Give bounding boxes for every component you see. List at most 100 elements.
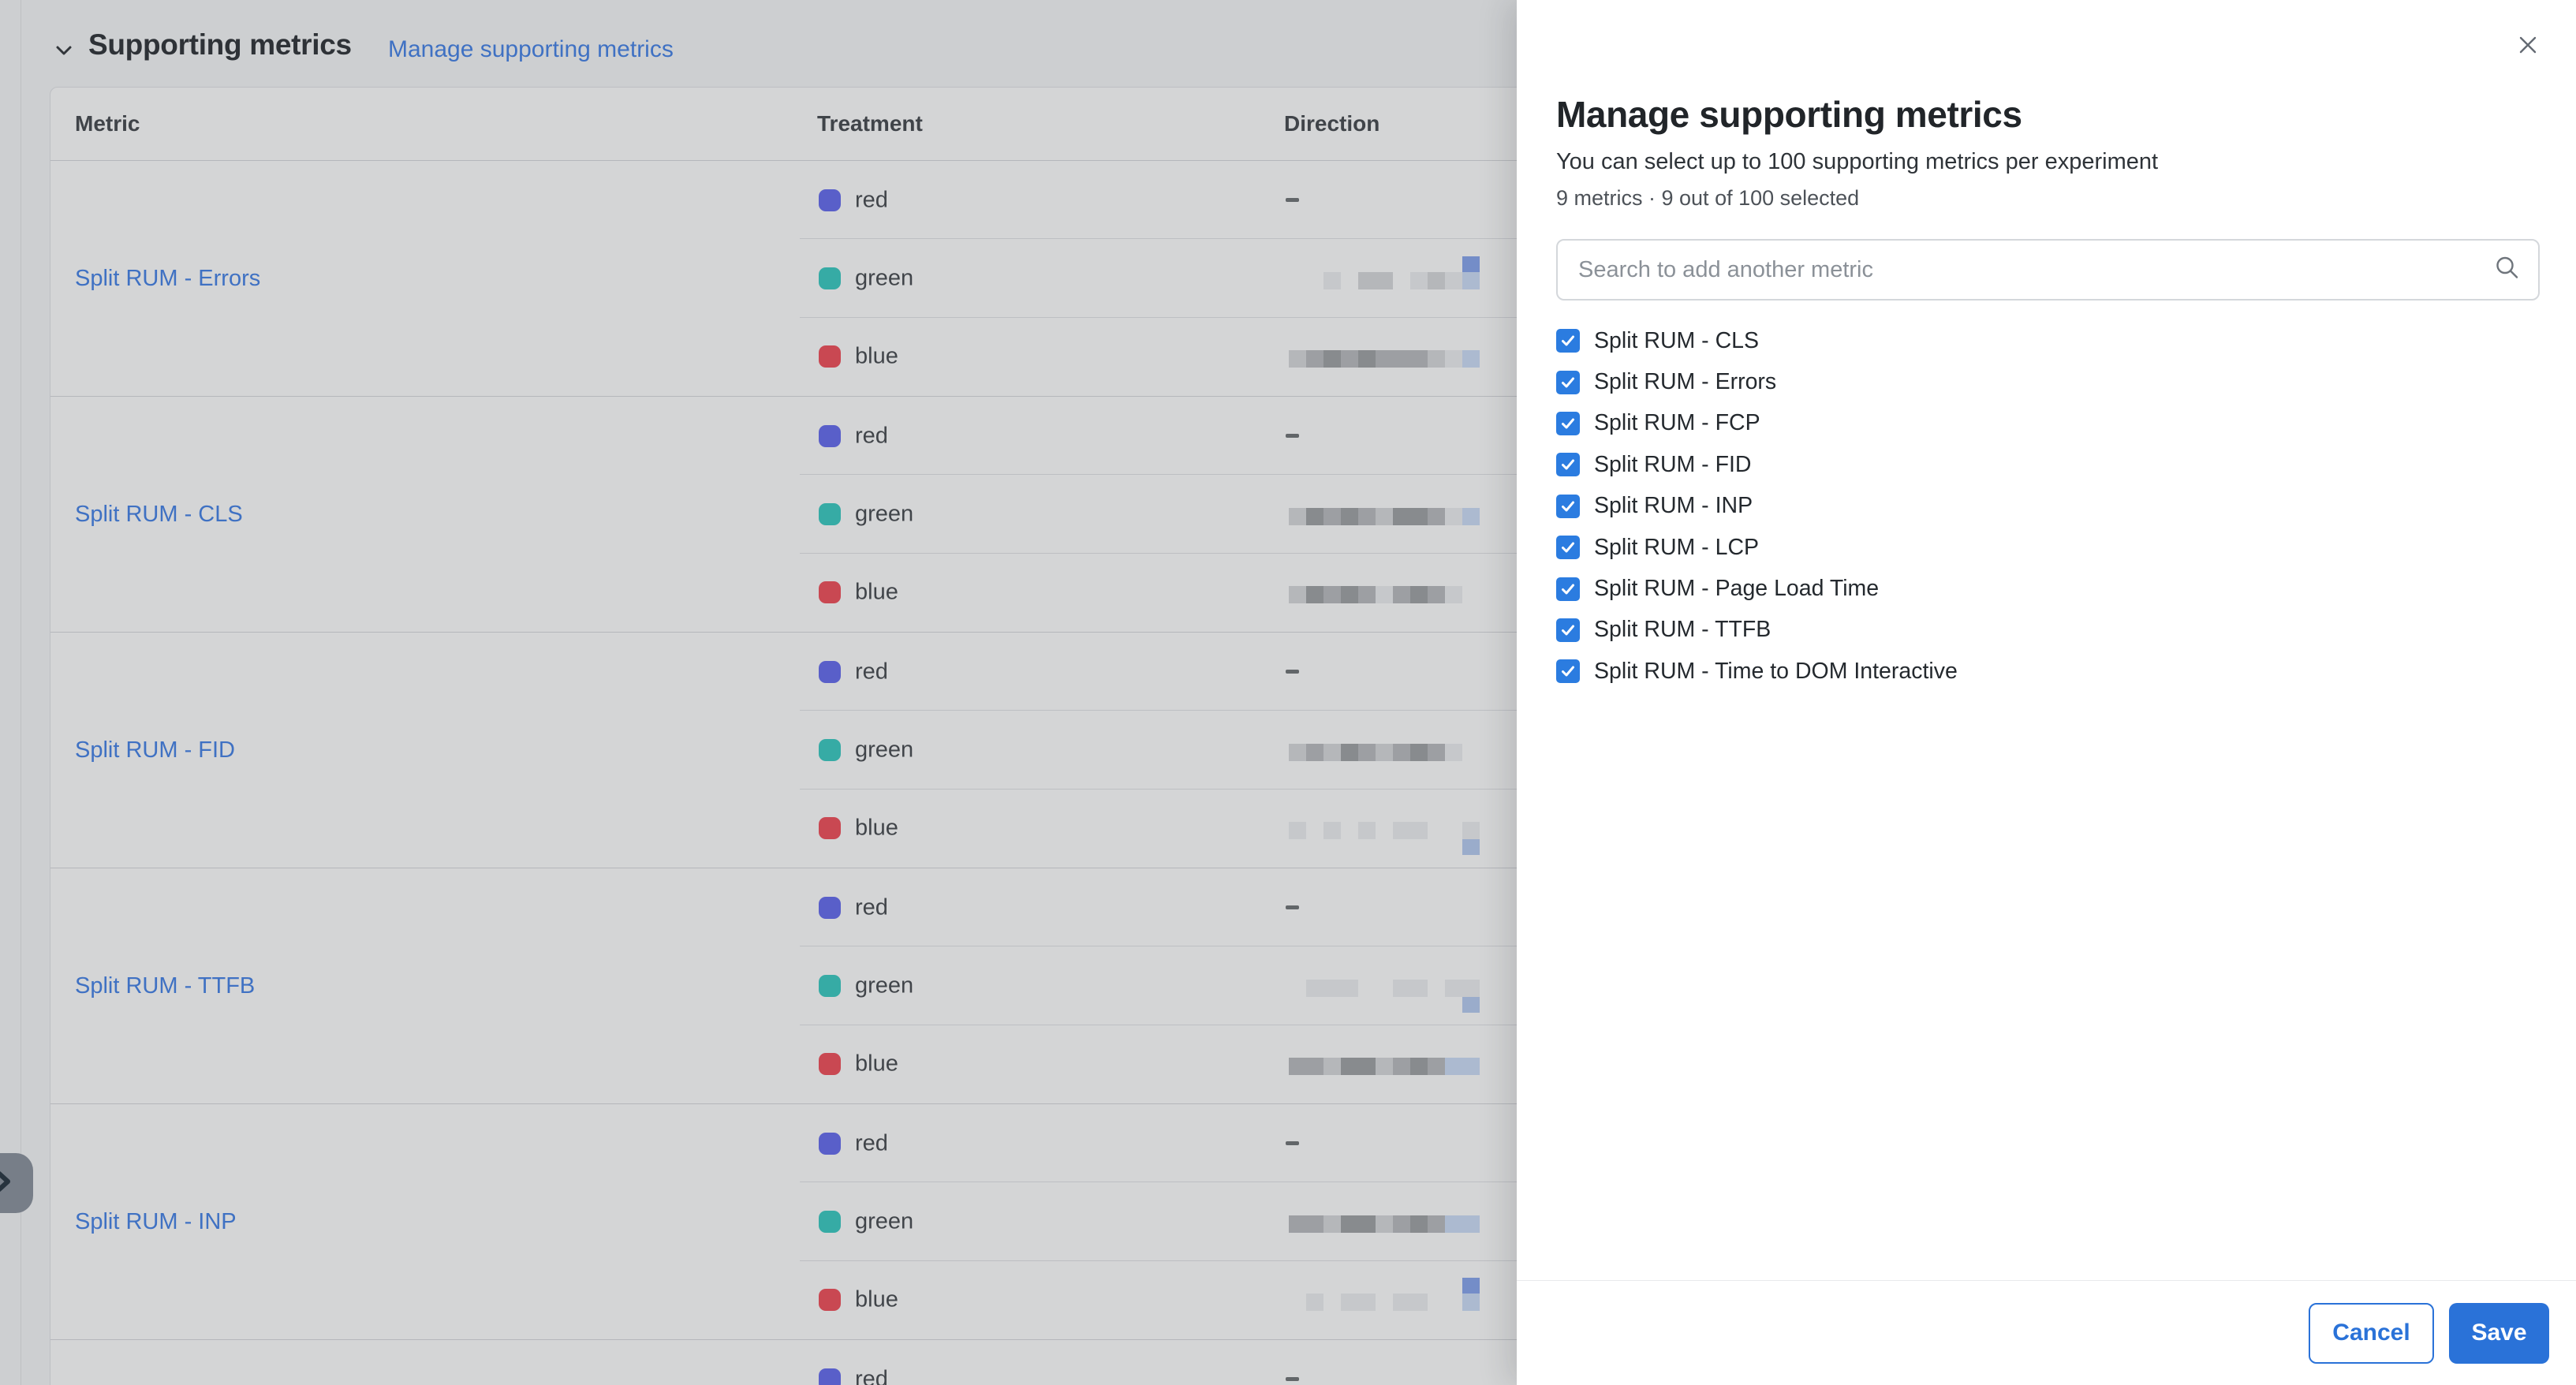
- save-button[interactable]: Save: [2449, 1302, 2549, 1364]
- histogram-bar: [1376, 717, 1393, 783]
- treatment-chip: [819, 424, 841, 447]
- histogram-bar-segment: [1462, 1294, 1480, 1312]
- histogram-bar-segment: [1462, 256, 1480, 272]
- histogram-bar: [1358, 1189, 1376, 1255]
- histogram-bar-segment: [1393, 350, 1410, 368]
- metric-link[interactable]: Split RUM - Errors: [75, 265, 261, 291]
- histogram-bar-segment: [1428, 350, 1445, 368]
- checkbox[interactable]: [1556, 411, 1580, 435]
- direction-empty: [1286, 1140, 1299, 1145]
- histogram-bar: [1445, 1189, 1462, 1255]
- metric-link[interactable]: Split RUM - TTFB: [75, 972, 256, 999]
- close-icon[interactable]: [2513, 30, 2543, 60]
- histogram-bar-segment: [1323, 1058, 1341, 1076]
- drawer-subtitle: You can select up to 100 supporting metr…: [1556, 149, 2159, 174]
- checkbox[interactable]: [1556, 453, 1580, 477]
- histogram-bar: [1358, 481, 1376, 547]
- histogram-bar-segment: [1410, 1058, 1428, 1076]
- histogram-bar: [1445, 953, 1462, 1019]
- search-input[interactable]: [1558, 241, 2538, 299]
- histogram-bar: [1462, 953, 1480, 1019]
- treatment-chip: [819, 502, 841, 525]
- metric-checkbox-row[interactable]: Split RUM - TTFB: [1556, 610, 2540, 651]
- histogram-bar-segment: [1462, 1278, 1480, 1294]
- checkbox[interactable]: [1556, 494, 1580, 518]
- metric-link[interactable]: Split RUM - CLS: [75, 501, 243, 527]
- metric-checkbox-row[interactable]: Split RUM - INP: [1556, 486, 2540, 527]
- histogram-bar: [1341, 559, 1358, 625]
- direction-empty: [1286, 197, 1299, 202]
- histogram-bar-segment: [1306, 743, 1323, 761]
- histogram-bar: [1445, 323, 1462, 390]
- chevron-down-icon[interactable]: [50, 37, 77, 64]
- drawer-title: Manage supporting metrics: [1556, 94, 2022, 135]
- edge-expand-button[interactable]: [0, 1153, 33, 1213]
- histogram-bar-segment: [1358, 271, 1376, 289]
- histogram-bar-segment: [1306, 586, 1323, 604]
- treatment-label: blue: [855, 579, 898, 605]
- checkbox[interactable]: [1556, 536, 1580, 560]
- histogram-bar-segment: [1341, 1058, 1358, 1076]
- checkbox[interactable]: [1556, 329, 1580, 353]
- histogram-bar-segment: [1323, 979, 1341, 997]
- histogram-bar: [1410, 953, 1428, 1019]
- histogram-bar-segment: [1393, 743, 1410, 761]
- histogram-bar-segment: [1341, 1215, 1358, 1233]
- direction-empty: [1286, 1376, 1299, 1381]
- cancel-button[interactable]: Cancel: [2309, 1302, 2434, 1364]
- histogram-bar-segment: [1306, 1294, 1323, 1312]
- metric-checkbox-row[interactable]: Split RUM - LCP: [1556, 527, 2540, 568]
- histogram-bar-segment: [1428, 1215, 1445, 1233]
- metric-checkbox-row[interactable]: Split RUM - FCP: [1556, 403, 2540, 444]
- metric-checkbox-row[interactable]: Split RUM - Time to DOM Interactive: [1556, 651, 2540, 692]
- histogram-bar-segment: [1376, 350, 1393, 368]
- direction-empty: [1286, 669, 1299, 674]
- histogram-bar-segment: [1445, 979, 1462, 997]
- checkbox[interactable]: [1556, 577, 1580, 601]
- histogram-bar-segment: [1462, 271, 1480, 289]
- histogram-bar: [1289, 1031, 1306, 1097]
- checkbox[interactable]: [1556, 659, 1580, 684]
- column-header-direction: Direction: [1284, 111, 1380, 136]
- histogram-bar-segment: [1289, 1215, 1306, 1233]
- histogram-bar-segment: [1341, 1294, 1358, 1312]
- histogram-bar: [1306, 1267, 1323, 1333]
- histogram-bar: [1428, 1031, 1445, 1097]
- histogram-bar: [1393, 1189, 1410, 1255]
- treatment-label: green: [855, 972, 914, 999]
- direction-histogram: [1289, 795, 1480, 861]
- histogram-bar: [1393, 953, 1410, 1019]
- checkbox[interactable]: [1556, 618, 1580, 642]
- histogram-bar: [1341, 953, 1358, 1019]
- metric-checkbox-row[interactable]: Split RUM - Errors: [1556, 361, 2540, 402]
- treatment-chip: [819, 817, 841, 840]
- metric-checkbox-row[interactable]: Split RUM - Page Load Time: [1556, 568, 2540, 609]
- histogram-bar-segment: [1445, 743, 1462, 761]
- metric-link[interactable]: Split RUM - INP: [75, 1208, 237, 1234]
- histogram-bar: [1341, 1189, 1358, 1255]
- histogram-bar-segment: [1358, 1215, 1376, 1233]
- histogram-bar-segment: [1462, 350, 1480, 368]
- histogram-bar: [1323, 1189, 1341, 1255]
- histogram-bar: [1323, 717, 1341, 783]
- treatment-chip: [819, 1210, 841, 1233]
- histogram-bar: [1445, 245, 1462, 312]
- metric-checkbox-row[interactable]: Split RUM - FID: [1556, 444, 2540, 485]
- metric-link[interactable]: Split RUM - FID: [75, 737, 235, 763]
- histogram-bar: [1306, 717, 1323, 783]
- histogram-bar: [1462, 1189, 1480, 1255]
- direction-histogram: [1289, 1267, 1480, 1333]
- metric-checkbox-row[interactable]: Split RUM - CLS: [1556, 320, 2540, 361]
- metric-group: red: [50, 1340, 2419, 1385]
- histogram-bar: [1341, 717, 1358, 783]
- histogram-bar: [1358, 717, 1376, 783]
- histogram-bar-segment: [1289, 1058, 1306, 1076]
- histogram-bar: [1376, 559, 1393, 625]
- treatment-label: red: [855, 423, 888, 449]
- histogram-bar-segment: [1445, 507, 1462, 525]
- histogram-bar-segment: [1323, 507, 1341, 525]
- manage-supporting-metrics-link[interactable]: Manage supporting metrics: [388, 36, 674, 62]
- direction-histogram: [1289, 245, 1480, 312]
- histogram-bar: [1289, 795, 1306, 861]
- checkbox[interactable]: [1556, 370, 1580, 394]
